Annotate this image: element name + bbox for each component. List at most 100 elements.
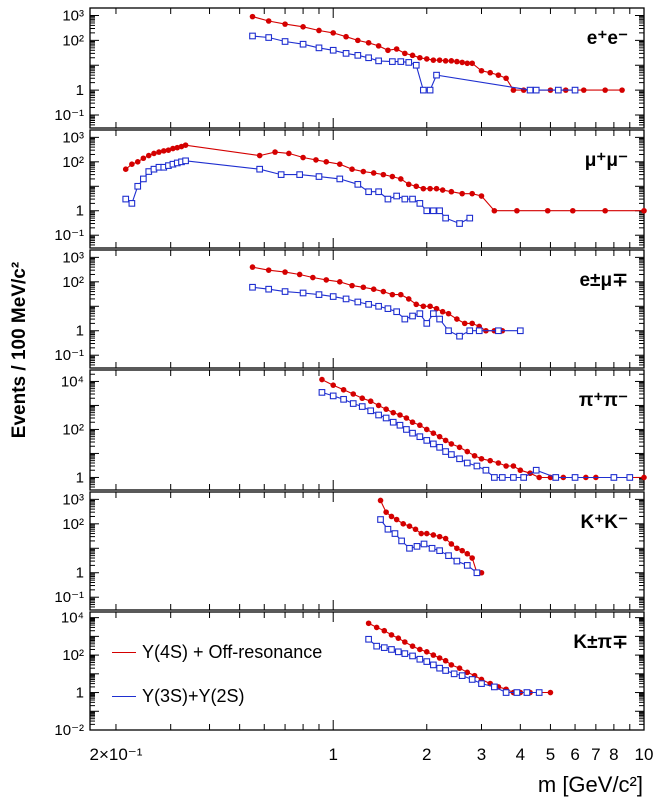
data-point bbox=[296, 171, 304, 178]
y-tick-label: 1 bbox=[76, 565, 84, 582]
legend-label-red: Υ(4S) + Off-resonance bbox=[142, 641, 323, 662]
data-point bbox=[464, 669, 471, 676]
data-point bbox=[373, 624, 380, 631]
data-point bbox=[354, 298, 362, 306]
data-point bbox=[580, 87, 587, 93]
data-point bbox=[413, 183, 420, 190]
data-point bbox=[249, 13, 256, 20]
data-point bbox=[382, 414, 390, 422]
data-point bbox=[423, 56, 430, 62]
data-point bbox=[388, 646, 395, 653]
data-point bbox=[400, 521, 407, 527]
data-point bbox=[140, 155, 147, 162]
data-point bbox=[436, 664, 443, 672]
data-point bbox=[409, 419, 416, 426]
y-tick-label: 10³ bbox=[62, 7, 84, 24]
y-tick-label: 10³ bbox=[62, 491, 84, 508]
data-point bbox=[300, 154, 306, 161]
data-point bbox=[510, 87, 517, 93]
data-point bbox=[429, 207, 437, 215]
data-point bbox=[313, 157, 319, 163]
data-point bbox=[165, 147, 172, 153]
panel-5: 10⁻¹ 1 10 10² 10³ K⁺K⁻ bbox=[54, 0, 645, 611]
data-point bbox=[395, 635, 402, 641]
data-point bbox=[396, 421, 404, 429]
panel-1: 10⁻¹ 1 10 10² 10³ e⁺e⁻ bbox=[54, 0, 645, 129]
data-point bbox=[478, 455, 485, 462]
data-point bbox=[641, 207, 647, 214]
data-point bbox=[448, 441, 455, 447]
y-axis-title: Events / 100 MeV/c² bbox=[4, 120, 36, 580]
data-point bbox=[436, 655, 443, 661]
data-point bbox=[406, 544, 413, 552]
panel-6: 10⁻² 1 10² 10⁴ K±π∓ bbox=[54, 610, 645, 739]
data-point bbox=[442, 535, 449, 542]
data-point bbox=[367, 407, 375, 415]
data-point bbox=[503, 463, 509, 469]
data-point bbox=[370, 170, 377, 176]
panel-label: e±μ∓ bbox=[579, 270, 628, 291]
data-point bbox=[397, 58, 405, 65]
data-point bbox=[610, 474, 618, 481]
data-point bbox=[402, 50, 408, 57]
data-point bbox=[469, 190, 475, 197]
data-point bbox=[502, 689, 510, 696]
data-point bbox=[265, 267, 272, 273]
data-point bbox=[445, 310, 452, 317]
data-point bbox=[547, 689, 554, 696]
y-tick-label: 10⁻¹ bbox=[54, 107, 84, 124]
data-point bbox=[416, 655, 424, 663]
data-point bbox=[409, 429, 416, 437]
data-point bbox=[401, 315, 409, 323]
data-point bbox=[523, 689, 531, 696]
data-point bbox=[170, 145, 176, 152]
data-point bbox=[420, 540, 428, 548]
x-axis-title: m [GeV/c²] bbox=[537, 772, 643, 797]
series-curve bbox=[252, 16, 623, 91]
data-point bbox=[456, 220, 463, 227]
y-tick-label: 10 bbox=[67, 0, 84, 4]
data-point bbox=[498, 474, 506, 481]
data-point bbox=[128, 200, 136, 207]
data-point bbox=[315, 173, 323, 180]
legend-label-blue: Υ(3S)+Υ(2S) bbox=[142, 685, 245, 706]
data-point bbox=[265, 18, 272, 24]
data-point bbox=[442, 58, 449, 64]
data-point bbox=[409, 312, 416, 320]
y-tick-label: 10² bbox=[62, 32, 84, 49]
data-point bbox=[340, 386, 347, 393]
x-tick-label: 2×10⁻¹ bbox=[89, 745, 142, 764]
panel-frame bbox=[89, 249, 645, 369]
data-point bbox=[433, 71, 440, 79]
data-point bbox=[405, 296, 412, 302]
data-point bbox=[456, 455, 463, 463]
data-point bbox=[384, 525, 392, 533]
y-tick-label: 10⁴ bbox=[61, 610, 84, 627]
data-point bbox=[417, 422, 423, 429]
y-tick-label: 10⁻¹ bbox=[54, 347, 84, 364]
data-point bbox=[367, 398, 374, 405]
data-point bbox=[388, 513, 395, 520]
data-point bbox=[456, 665, 463, 671]
data-point bbox=[532, 86, 540, 94]
data-point bbox=[256, 165, 264, 173]
data-point bbox=[373, 642, 381, 650]
data-point bbox=[409, 52, 416, 59]
y-tick-label: 10 bbox=[67, 0, 84, 4]
data-point bbox=[383, 406, 389, 412]
data-point bbox=[336, 175, 344, 183]
legend-red-line bbox=[112, 651, 136, 653]
data-point bbox=[416, 433, 424, 441]
data-point bbox=[397, 412, 403, 418]
y-tick-label: 1 bbox=[76, 82, 84, 99]
data-point bbox=[134, 182, 142, 190]
y-tick-label: 1 bbox=[76, 469, 84, 486]
data-point bbox=[380, 644, 388, 651]
data-point bbox=[256, 152, 263, 159]
data-point bbox=[544, 207, 551, 214]
data-point bbox=[342, 50, 350, 57]
data-point bbox=[426, 86, 434, 94]
data-point bbox=[412, 526, 419, 533]
data-point bbox=[349, 400, 357, 407]
data-point bbox=[360, 284, 367, 291]
